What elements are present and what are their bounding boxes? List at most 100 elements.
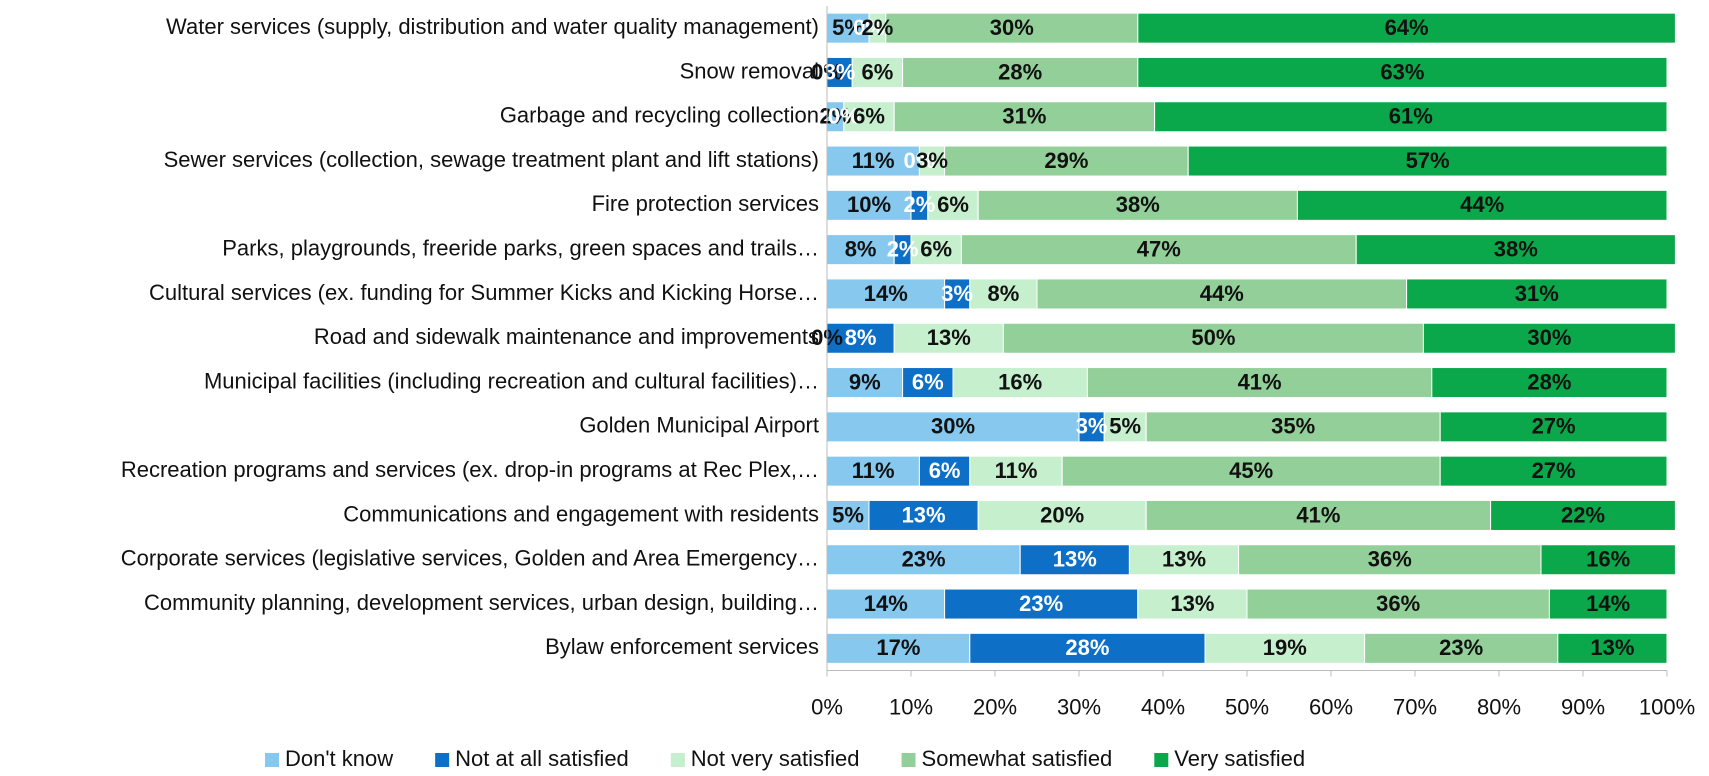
legend-swatch xyxy=(1154,753,1169,767)
category-label: Garbage and recycling collection xyxy=(500,103,819,128)
bar-segment xyxy=(910,234,962,266)
x-tick-label: 40% xyxy=(1141,694,1185,719)
value-label: 23% xyxy=(1019,591,1063,616)
legend-swatch xyxy=(435,753,450,767)
value-label: 3% xyxy=(941,281,973,306)
value-label: 6% xyxy=(920,236,952,261)
value-label: 35% xyxy=(1271,414,1315,439)
value-label: 44% xyxy=(1460,192,1504,217)
bar-segment xyxy=(1490,499,1676,531)
value-label: 13% xyxy=(1162,547,1206,572)
value-label: 2% xyxy=(887,236,919,261)
value-label: 10% xyxy=(847,192,891,217)
value-label: 22% xyxy=(1561,502,1605,527)
bar-segment xyxy=(977,189,1298,221)
value-label: 30% xyxy=(1527,325,1571,350)
value-label: 36% xyxy=(1368,547,1412,572)
value-label: 5% xyxy=(832,502,864,527)
bar-segment xyxy=(1540,544,1676,576)
value-label: 41% xyxy=(1296,502,1340,527)
bar-segment xyxy=(1154,101,1668,133)
bar-segment xyxy=(1439,455,1668,487)
x-tick-label: 100% xyxy=(1639,694,1695,719)
bar-segment xyxy=(1439,411,1668,443)
bar-segment xyxy=(927,189,979,221)
bar-segment xyxy=(918,145,946,177)
value-label: 0% xyxy=(853,15,885,40)
bar-segment xyxy=(1187,145,1668,177)
value-label: 50% xyxy=(1191,325,1235,350)
value-label: 19% xyxy=(1263,635,1307,660)
value-label: 13% xyxy=(1053,547,1097,572)
value-label: 20% xyxy=(1040,502,1084,527)
value-label: 2% xyxy=(904,192,936,217)
value-label: 29% xyxy=(1044,148,1088,173)
value-label: 64% xyxy=(1385,15,1429,40)
bar-segment xyxy=(826,544,1021,576)
value-label: 13% xyxy=(902,502,946,527)
x-tick-label: 10% xyxy=(889,694,933,719)
value-label: 13% xyxy=(927,325,971,350)
bar-segment xyxy=(944,145,1189,177)
bar-segment xyxy=(843,101,895,133)
value-label: 8% xyxy=(988,281,1020,306)
value-label: 16% xyxy=(1586,547,1630,572)
bar-segment xyxy=(1204,632,1366,664)
category-label: Snow removal xyxy=(680,58,819,83)
value-label: 57% xyxy=(1406,148,1450,173)
x-tick-label: 30% xyxy=(1057,694,1101,719)
value-label: 5% xyxy=(1109,414,1141,439)
bar-segment xyxy=(1145,499,1492,531)
x-tick-label: 0% xyxy=(811,694,843,719)
bar-segment xyxy=(1036,278,1408,310)
category-label: Water services (supply, distribution and… xyxy=(166,14,819,39)
category-label: Cultural services (ex. funding for Summe… xyxy=(149,280,819,305)
value-label: 14% xyxy=(864,591,908,616)
category-label: Corporate services (legislative services… xyxy=(121,546,819,571)
bar-segment xyxy=(1137,56,1668,88)
value-label: 3% xyxy=(916,148,948,173)
value-label: 44% xyxy=(1200,281,1244,306)
bar-segment xyxy=(1406,278,1668,310)
bar-segment xyxy=(902,367,954,399)
category-label: Road and sidewalk maintenance and improv… xyxy=(314,324,819,349)
value-label: 0% xyxy=(904,148,936,173)
value-label: 30% xyxy=(931,414,975,439)
value-label: 0% xyxy=(828,104,860,129)
bar-segment xyxy=(1238,544,1542,576)
bar-segment xyxy=(893,101,1156,133)
value-label: 13% xyxy=(1590,635,1634,660)
value-label: 30% xyxy=(990,15,1034,40)
x-tick-label: 20% xyxy=(973,694,1017,719)
value-label: 31% xyxy=(1002,104,1046,129)
value-label: 38% xyxy=(1116,192,1160,217)
value-label: 28% xyxy=(998,59,1042,84)
value-label: 2% xyxy=(820,104,852,129)
legend-swatch xyxy=(265,753,279,767)
bar-segment xyxy=(1078,411,1105,443)
legend-swatch xyxy=(901,753,916,767)
value-label: 6% xyxy=(937,192,969,217)
bar-segment xyxy=(1002,322,1424,354)
x-tick-label: 70% xyxy=(1393,694,1437,719)
category-label: Parks, playgrounds, freeride parks, gree… xyxy=(222,235,819,260)
x-tick-label: 90% xyxy=(1561,694,1605,719)
bar-segment xyxy=(969,632,1206,664)
value-label: 16% xyxy=(998,369,1042,394)
value-label: 38% xyxy=(1494,236,1538,261)
value-label: 31% xyxy=(1515,281,1559,306)
category-label: Golden Municipal Airport xyxy=(579,413,819,438)
legend-label: Somewhat satisfied xyxy=(922,746,1113,771)
category-label: Recreation programs and services (ex. dr… xyxy=(121,457,819,482)
bar-segment xyxy=(1296,189,1668,221)
value-label: 14% xyxy=(1586,591,1630,616)
bar-segment xyxy=(826,234,895,266)
category-label: Bylaw enforcement services xyxy=(545,634,819,659)
bar-segment xyxy=(1145,411,1441,443)
bar-segment xyxy=(1422,322,1676,354)
bar-segment xyxy=(944,278,971,310)
value-label: 28% xyxy=(1527,369,1571,394)
value-label: 36% xyxy=(1376,591,1420,616)
value-label: 6% xyxy=(929,458,961,483)
value-label: 2% xyxy=(862,15,894,40)
